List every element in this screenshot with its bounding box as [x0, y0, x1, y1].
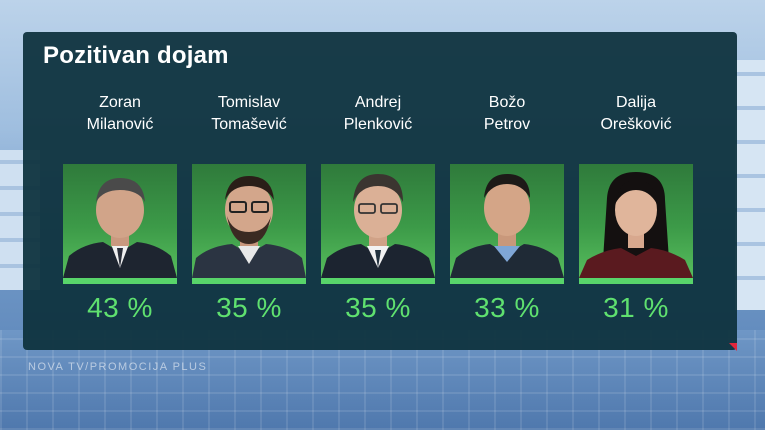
- value-bar: [192, 278, 306, 284]
- candidate-photo: [579, 164, 693, 278]
- value-bar: [579, 278, 693, 284]
- source-credit: NOVA TV/PROMOCIJA PLUS: [28, 361, 208, 373]
- value-label: 31 %: [603, 292, 669, 323]
- corner-marker: [729, 343, 737, 351]
- value-label: 33 %: [474, 292, 540, 323]
- candidate-name: Andrej Plenković: [321, 92, 435, 136]
- background-right-facade: [735, 60, 765, 310]
- candidate-name: Dalija Orešković: [579, 92, 693, 136]
- candidate-first-name: Andrej: [354, 94, 402, 111]
- candidate-photo: [192, 164, 306, 278]
- candidate-last-name: Milanović: [86, 116, 154, 133]
- candidate-name: Zoran Milanović: [63, 92, 177, 136]
- candidate-photo: [450, 164, 564, 278]
- candidate-photo: [63, 164, 177, 278]
- candidate-last-name: Petrov: [483, 116, 531, 133]
- candidate-last-name: Plenković: [343, 116, 413, 133]
- value-label: 35 %: [216, 292, 282, 323]
- candidate-first-name: Božo: [488, 94, 526, 111]
- value-label: 35 %: [345, 292, 411, 323]
- value-bar: [450, 278, 564, 284]
- candidate-last-name: Orešković: [600, 116, 672, 133]
- candidate-name: Božo Petrov: [450, 92, 564, 136]
- value-bar: [321, 278, 435, 284]
- chart-title: Pozitivan dojam: [43, 42, 229, 69]
- candidate-last-name: Tomašević: [211, 116, 287, 133]
- candidate-photo: [321, 164, 435, 278]
- value-label: 43 %: [87, 292, 153, 323]
- candidate-name: Tomislav Tomašević: [192, 92, 306, 136]
- value-bar: [63, 278, 177, 284]
- candidate-first-name: Tomislav: [217, 94, 281, 111]
- chart-panel: Pozitivan dojam Zoran Milanović 43 % Tom…: [23, 32, 737, 350]
- candidate-first-name: Dalija: [615, 94, 656, 111]
- candidate-first-name: Zoran: [99, 94, 141, 111]
